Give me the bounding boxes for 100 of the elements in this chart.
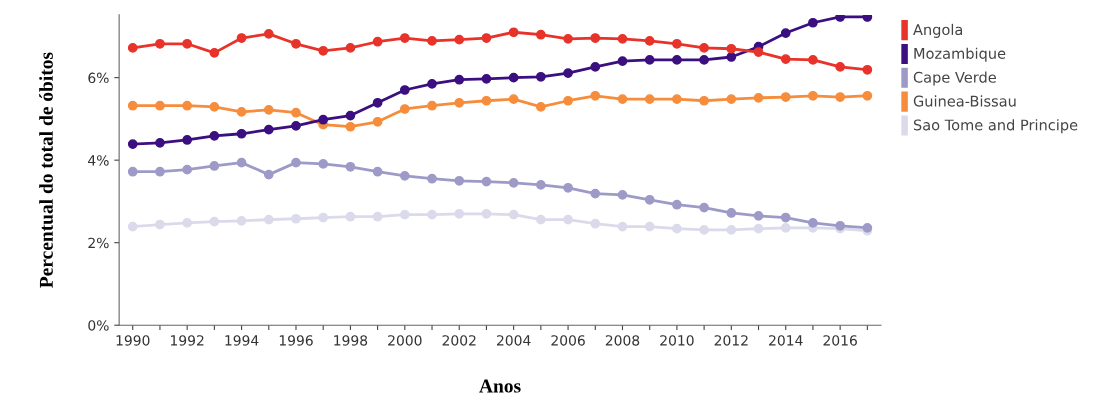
- point: [236, 107, 247, 117]
- y-tick-label: 0%: [88, 320, 109, 331]
- point: [508, 209, 519, 220]
- point: [427, 36, 437, 46]
- point: [481, 33, 492, 43]
- x-tick-label: 2008: [605, 335, 640, 346]
- point: [481, 208, 492, 219]
- point: [427, 209, 437, 220]
- x-tick-label: 2012: [714, 335, 748, 346]
- point: [672, 94, 682, 104]
- point: [508, 72, 519, 83]
- point: [726, 94, 737, 104]
- x-tick-label: 1998: [334, 335, 368, 346]
- point: [726, 43, 737, 54]
- point: [481, 176, 492, 187]
- point: [672, 199, 682, 210]
- point: [862, 64, 873, 75]
- point: [345, 161, 356, 172]
- point: [644, 55, 655, 65]
- point: [672, 223, 682, 234]
- point: [835, 62, 846, 72]
- point: [182, 218, 193, 228]
- point: [291, 121, 301, 131]
- point: [590, 218, 601, 229]
- x-tick-label: 2004: [497, 335, 531, 346]
- point: [454, 34, 465, 45]
- point: [590, 90, 601, 101]
- point: [291, 213, 301, 224]
- point: [726, 225, 737, 235]
- point: [699, 202, 709, 213]
- point: [726, 52, 737, 62]
- point: [263, 124, 274, 135]
- point: [263, 104, 274, 115]
- point: [808, 55, 818, 65]
- point: [617, 33, 628, 44]
- x-tick-label: 2010: [660, 335, 694, 346]
- point: [753, 223, 764, 234]
- point: [563, 68, 573, 78]
- point: [617, 221, 628, 232]
- point: [508, 177, 519, 188]
- point: [535, 102, 546, 112]
- point: [753, 92, 764, 103]
- point: [699, 95, 709, 106]
- point: [291, 107, 301, 118]
- point: [399, 209, 410, 220]
- point: [399, 85, 410, 95]
- point: [617, 56, 628, 66]
- point: [318, 45, 329, 56]
- point: [780, 222, 791, 233]
- point: [617, 94, 628, 104]
- point: [399, 104, 410, 114]
- point: [236, 33, 247, 43]
- point: [835, 14, 846, 22]
- point: [427, 173, 437, 184]
- point: [672, 55, 682, 65]
- point: [318, 212, 329, 223]
- x-axis-title: Anos: [479, 379, 521, 393]
- point: [372, 116, 383, 127]
- point: [535, 180, 546, 190]
- point: [345, 110, 356, 121]
- legend-label: Angola: [913, 23, 963, 38]
- point: [127, 221, 138, 232]
- point: [454, 74, 465, 85]
- point: [454, 175, 465, 186]
- legend-label: Cape Verde: [913, 71, 996, 86]
- point: [291, 38, 301, 49]
- point: [427, 100, 437, 111]
- x-tick-label: 2016: [823, 335, 857, 346]
- point: [236, 128, 247, 139]
- point: [318, 159, 329, 169]
- point: [209, 130, 220, 141]
- point: [835, 92, 846, 102]
- point: [535, 29, 546, 40]
- point: [345, 211, 356, 222]
- point: [644, 194, 655, 205]
- point: [372, 211, 383, 222]
- point: [481, 95, 492, 106]
- point: [372, 36, 383, 47]
- x-tick-label: 2000: [388, 335, 422, 346]
- point: [508, 27, 519, 38]
- point: [209, 161, 220, 171]
- point: [182, 135, 193, 145]
- point: [590, 33, 601, 43]
- y-tick-label: 4%: [88, 155, 109, 166]
- point: [672, 38, 682, 49]
- point: [699, 55, 709, 65]
- point: [780, 54, 791, 64]
- point: [590, 62, 601, 72]
- point: [808, 218, 818, 228]
- point: [617, 189, 628, 200]
- point: [263, 169, 274, 180]
- x-tick-label: 1996: [279, 335, 313, 346]
- point: [780, 92, 791, 102]
- legend-label: Mozambique: [914, 47, 1006, 62]
- y-tick-label: 6%: [88, 72, 109, 84]
- point: [862, 90, 873, 101]
- x-tick-label: 2014: [769, 335, 803, 346]
- legend-label: Guinea-Bissau: [913, 95, 1016, 107]
- point: [644, 221, 655, 232]
- point: [182, 38, 193, 49]
